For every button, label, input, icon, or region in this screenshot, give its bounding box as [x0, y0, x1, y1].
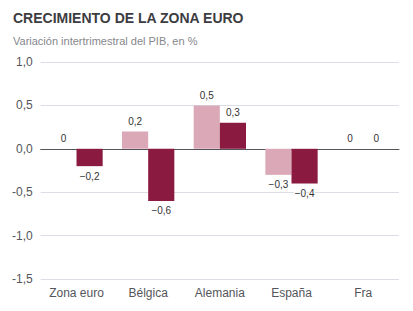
svg-text:Zona euro: Zona euro [49, 286, 104, 300]
svg-text:0,0: 0,0 [16, 142, 33, 156]
svg-text:0,2: 0,2 [128, 116, 142, 127]
svg-text:España: España [271, 286, 312, 300]
svg-text:Alemania: Alemania [195, 286, 245, 300]
svg-text:−0,2: −0,2 [80, 171, 100, 182]
svg-text:0: 0 [61, 133, 67, 144]
svg-text:0,5: 0,5 [16, 98, 33, 112]
svg-text:Variación intertrimestral del: Variación intertrimestral del PIB, en % [13, 35, 198, 47]
svg-text:−0,4: −0,4 [295, 188, 315, 199]
svg-text:-1,5: -1,5 [12, 272, 33, 286]
svg-text:Fra: Fra [354, 286, 372, 300]
svg-text:-1,0: -1,0 [12, 229, 33, 243]
svg-text:1,0: 1,0 [16, 55, 33, 69]
svg-text:−0,3: −0,3 [269, 179, 289, 190]
svg-text:−0,6: −0,6 [151, 205, 171, 216]
svg-text:Bélgica: Bélgica [128, 286, 168, 300]
svg-text:-0,5: -0,5 [12, 185, 33, 199]
svg-text:0: 0 [373, 133, 379, 144]
svg-text:0,5: 0,5 [200, 90, 214, 101]
svg-text:CRECIMIENTO DE LA ZONA EURO: CRECIMIENTO DE LA ZONA EURO [13, 10, 244, 26]
svg-text:0: 0 [347, 133, 353, 144]
svg-text:0,3: 0,3 [226, 107, 240, 118]
